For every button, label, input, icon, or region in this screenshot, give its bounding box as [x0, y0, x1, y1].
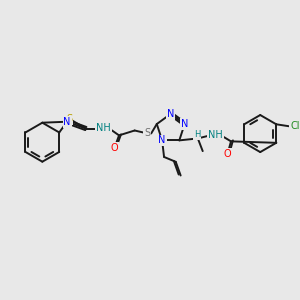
Text: O: O	[110, 143, 118, 153]
Text: S: S	[144, 128, 150, 138]
Text: N: N	[63, 117, 71, 127]
Text: N: N	[158, 135, 166, 146]
Text: O: O	[223, 149, 231, 159]
Text: NH: NH	[208, 130, 223, 140]
Text: Cl: Cl	[290, 121, 300, 131]
Text: N: N	[167, 109, 174, 119]
Text: NH: NH	[96, 123, 111, 133]
Text: S: S	[66, 114, 72, 124]
Text: N: N	[181, 119, 188, 129]
Text: H: H	[194, 130, 200, 139]
